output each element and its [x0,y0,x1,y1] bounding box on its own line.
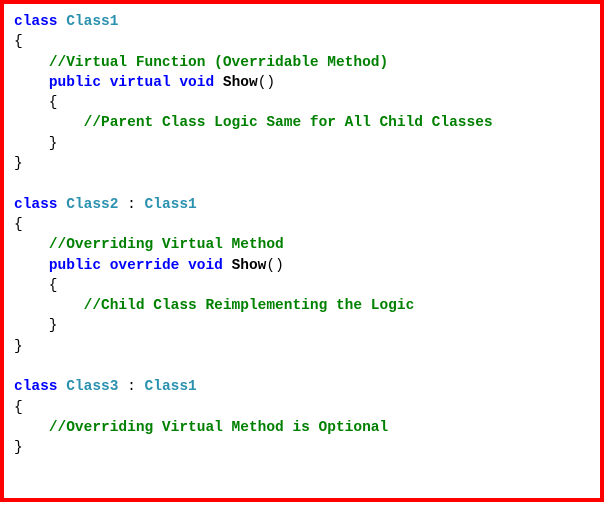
code-token [14,237,49,253]
code-token [58,14,67,30]
code-token: { [14,34,23,50]
code-token: } [14,440,23,456]
code-token: virtual [110,75,171,91]
code-token: { [14,278,58,294]
code-token [58,197,67,213]
code-token [14,420,49,436]
code-token [179,258,188,274]
code-token: //Overriding Virtual Method is Optional [49,420,388,436]
code-token: Show [232,258,267,274]
code-token: //Child Class Reimplementing the Logic [84,298,415,314]
code-token: { [14,217,23,233]
code-token: () [258,75,275,91]
code-token: //Parent Class Logic Same for All Child … [84,115,493,131]
code-token: { [14,400,23,416]
code-token: //Overriding Virtual Method [49,237,284,253]
code-token: : [118,197,144,213]
code-block: class Class1 { //Virtual Function (Overr… [0,0,604,502]
code-token [14,298,84,314]
code-token: Class1 [66,14,118,30]
code-token: class [14,379,58,395]
code-token [14,258,49,274]
code-token: public [49,258,101,274]
code-token: Class1 [145,197,197,213]
code-token: } [14,318,58,334]
code-token: override [110,258,180,274]
code-token: //Virtual Function (Overridable Method) [49,55,388,71]
code-token: void [188,258,223,274]
code-token: } [14,136,58,152]
code-token [223,258,232,274]
code-token: class [14,14,58,30]
code-token: class [14,197,58,213]
code-token: } [14,156,23,172]
code-token [101,258,110,274]
code-token: Show [223,75,258,91]
code-token: () [266,258,283,274]
code-token [101,75,110,91]
code-token: : [118,379,144,395]
code-token: public [49,75,101,91]
code-token [58,379,67,395]
code-token: Class2 [66,197,118,213]
code-token [214,75,223,91]
code-token [14,55,49,71]
code-token [14,115,84,131]
code-token: } [14,339,23,355]
code-token: void [179,75,214,91]
code-token [14,75,49,91]
code-token: { [14,95,58,111]
code-token: Class1 [145,379,197,395]
code-token: Class3 [66,379,118,395]
